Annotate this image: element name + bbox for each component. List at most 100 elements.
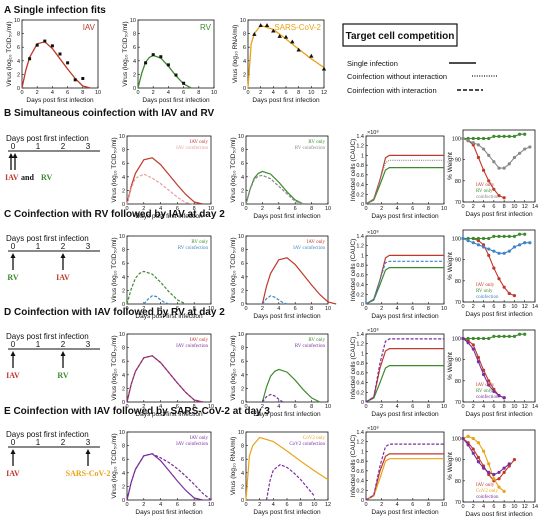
x-tick-label: 0: [125, 206, 128, 212]
x-tick-label: 0: [244, 206, 247, 212]
x-tick-label: 2: [142, 404, 145, 410]
x-tick-label: 4: [167, 90, 170, 96]
x-axis-title: Days post first infection: [371, 213, 439, 220]
y-tick-label: 0.4: [356, 381, 364, 387]
y-tick-label: 6: [122, 457, 125, 463]
legend-entry: RV coinfection: [295, 146, 326, 151]
timeline-label: IAV: [6, 371, 20, 380]
series-point: [517, 332, 522, 336]
series-line: [365, 159, 444, 205]
legend-entry: IAV only: [190, 140, 209, 145]
y-tick-label: 10: [238, 134, 244, 140]
chart-d2: 0 2 4 6 8 10 0 2 4 6 8 10 Days post first infection V…: [230, 332, 331, 418]
data-point: [264, 23, 270, 28]
y-tick-label: 8: [122, 346, 125, 352]
y-tick-label: 1: [361, 449, 364, 455]
arrow-head: [12, 153, 18, 158]
series-point: [502, 166, 506, 170]
series-line: [365, 260, 444, 305]
y-tick-label: 0: [241, 498, 244, 504]
y-axis-title: % Weight: [447, 252, 454, 280]
y-tick-label: 0: [122, 202, 125, 208]
x-tick-label: 8: [299, 502, 302, 508]
y-tick-label: 0: [361, 202, 364, 208]
x-tick-label: 4: [159, 206, 162, 212]
y-tick-label: 0.4: [356, 479, 364, 485]
chart-e1: 0 2 4 6 8 10 0 2 4 6 8 10 Days post first infection V…: [111, 430, 214, 516]
y-tick-label: 10: [238, 430, 244, 436]
series-point: [523, 332, 527, 336]
y-axis-exponent: ×10⁸: [367, 229, 379, 236]
series-point: [492, 134, 496, 138]
legend-entry: RV only: [191, 240, 208, 245]
series-line: [126, 355, 203, 403]
data-point: [182, 81, 186, 85]
series-point: [471, 236, 475, 241]
x-tick-label: 4: [396, 306, 399, 312]
plot-frame: [21, 19, 99, 89]
x-tick-label: 8: [503, 504, 506, 510]
legend-entry: IAV only: [476, 183, 495, 188]
x-tick-label: 8: [193, 206, 196, 212]
y-tick-label: 0.6: [356, 371, 364, 377]
x-tick-label: 4: [482, 304, 485, 310]
x-tick-label: 10: [511, 404, 517, 410]
series-point: [492, 266, 496, 270]
series-point: [507, 162, 511, 166]
data-point: [174, 73, 178, 77]
arrow-head: [10, 253, 16, 258]
series-point: [497, 251, 501, 255]
x-tick-label: 8: [310, 206, 313, 212]
target-cell-title: Target cell competition: [346, 31, 455, 42]
x-axis-title: Days post first infection: [465, 311, 533, 318]
x-tick-label: 2: [259, 90, 262, 96]
x-tick-label: 14: [532, 304, 538, 310]
x-tick-label: 10: [441, 206, 447, 212]
y-tick-label: 0: [122, 302, 125, 308]
y-tick-label: 0: [133, 86, 136, 92]
y-tick-label: 1: [361, 351, 364, 357]
x-tick-label: 0: [461, 504, 464, 510]
arrow-head: [85, 449, 91, 454]
y-tick-label: 0: [361, 302, 364, 308]
x-tick-label: 4: [277, 206, 280, 212]
y-tick-label: 2: [241, 288, 244, 294]
legend-entry: CoV2 only: [303, 436, 326, 441]
plot-frame: [126, 235, 212, 305]
series-line: [126, 355, 203, 403]
y-tick-label: 1.4: [356, 134, 364, 140]
y-axis-exponent: ×10⁸: [367, 129, 379, 136]
series-point: [502, 489, 506, 494]
y-tick-label: 100: [452, 336, 461, 342]
x-axis-title: Days post first infection: [465, 211, 533, 218]
x-tick-label: 10: [441, 306, 447, 312]
arrow-head: [8, 153, 14, 158]
timeline-label: and: [21, 173, 34, 182]
x-tick-label: 0: [364, 502, 367, 508]
y-tick-label: 6: [133, 45, 136, 51]
series-point: [471, 136, 475, 141]
x-tick-label: 4: [482, 404, 485, 410]
y-tick-label: 6: [241, 359, 244, 365]
y-tick-label: 10: [240, 18, 246, 24]
y-tick-label: 90: [455, 358, 461, 364]
series-line: [245, 436, 329, 501]
timeline-tick: 1: [36, 438, 41, 447]
y-axis-title: Infected cells (CAUC): [350, 435, 357, 498]
series-point: [461, 436, 465, 441]
y-tick-label: 6: [122, 261, 125, 267]
x-tick-label: 10: [325, 206, 331, 212]
y-axis-title: Infected cells (CAUC): [350, 139, 357, 202]
x-tick-label: 6: [176, 206, 179, 212]
y-tick-label: 2: [241, 484, 244, 490]
series-point: [476, 455, 481, 460]
x-tick-label: 4: [396, 206, 399, 212]
chart-e4: 0 2 4 6 8 10 12 14 70 80 90 100 Days post first infe…: [447, 429, 538, 516]
section-title-e: E Coinfection with IAV followed by SARS-…: [4, 406, 270, 417]
y-tick-label: 0.4: [356, 183, 364, 189]
legend-entry: IAV only: [476, 483, 495, 488]
series-point: [492, 160, 496, 164]
x-tick-label: 4: [159, 502, 162, 508]
